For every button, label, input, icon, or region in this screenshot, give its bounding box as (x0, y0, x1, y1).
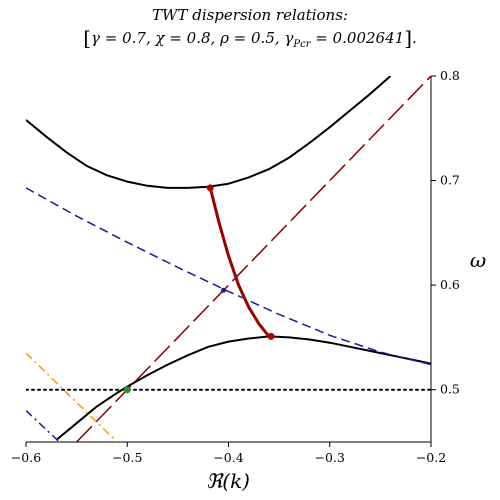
data-point-marker (206, 184, 214, 192)
param-rho: ρ = 0.5 (220, 29, 275, 47)
bracket-open: [ (83, 26, 91, 50)
param-chi: χ = 0.8 (155, 29, 211, 47)
series-line-8 (208, 187, 271, 338)
series-line-3 (26, 187, 431, 366)
series-line-5 (26, 352, 118, 442)
x-tick-label: −0.6 (11, 450, 41, 465)
series-line-1 (26, 76, 392, 189)
data-point-marker (267, 332, 275, 340)
data-point-marker (220, 287, 226, 293)
series-line-4 (76, 76, 431, 442)
param-gamma-pcr-value: = 0.002641 (315, 29, 405, 47)
axes: −0.6 −0.5 −0.4 −0.3 −0.2 0.5 0.6 0.7 0.8 (11, 68, 460, 465)
bracket-close: ] (404, 26, 413, 50)
y-tick-label: 0.6 (440, 277, 460, 292)
y-tick-label: 0.7 (440, 173, 460, 188)
y-tick-label: 0.8 (440, 68, 460, 83)
x-tick-label: −0.3 (315, 450, 345, 465)
series-line-2 (55, 335, 431, 441)
x-tick-label: −0.5 (112, 450, 142, 465)
x-axis-label: ℜ(k) (206, 469, 250, 493)
y-tick-label: 0.5 (440, 382, 460, 397)
y-axis-label: ω (470, 248, 486, 272)
chart-title: TWT dispersion relations: (152, 6, 348, 24)
chart-subtitle: [γ = 0.7, χ = 0.8, ρ = 0.5, γPcr = 0.002… (83, 26, 417, 50)
x-tick-label: −0.2 (416, 450, 446, 465)
param-gamma-pcr-subscript: Pcr (293, 39, 311, 50)
param-gamma: γ = 0.7 (91, 29, 146, 47)
param-gamma-pcr-symbol: γ (284, 29, 294, 47)
data-point-marker (123, 386, 131, 394)
marker-group (123, 184, 275, 394)
series-line-6 (26, 410, 60, 442)
x-tick-label: −0.4 (213, 450, 243, 465)
series-group (26, 76, 431, 442)
